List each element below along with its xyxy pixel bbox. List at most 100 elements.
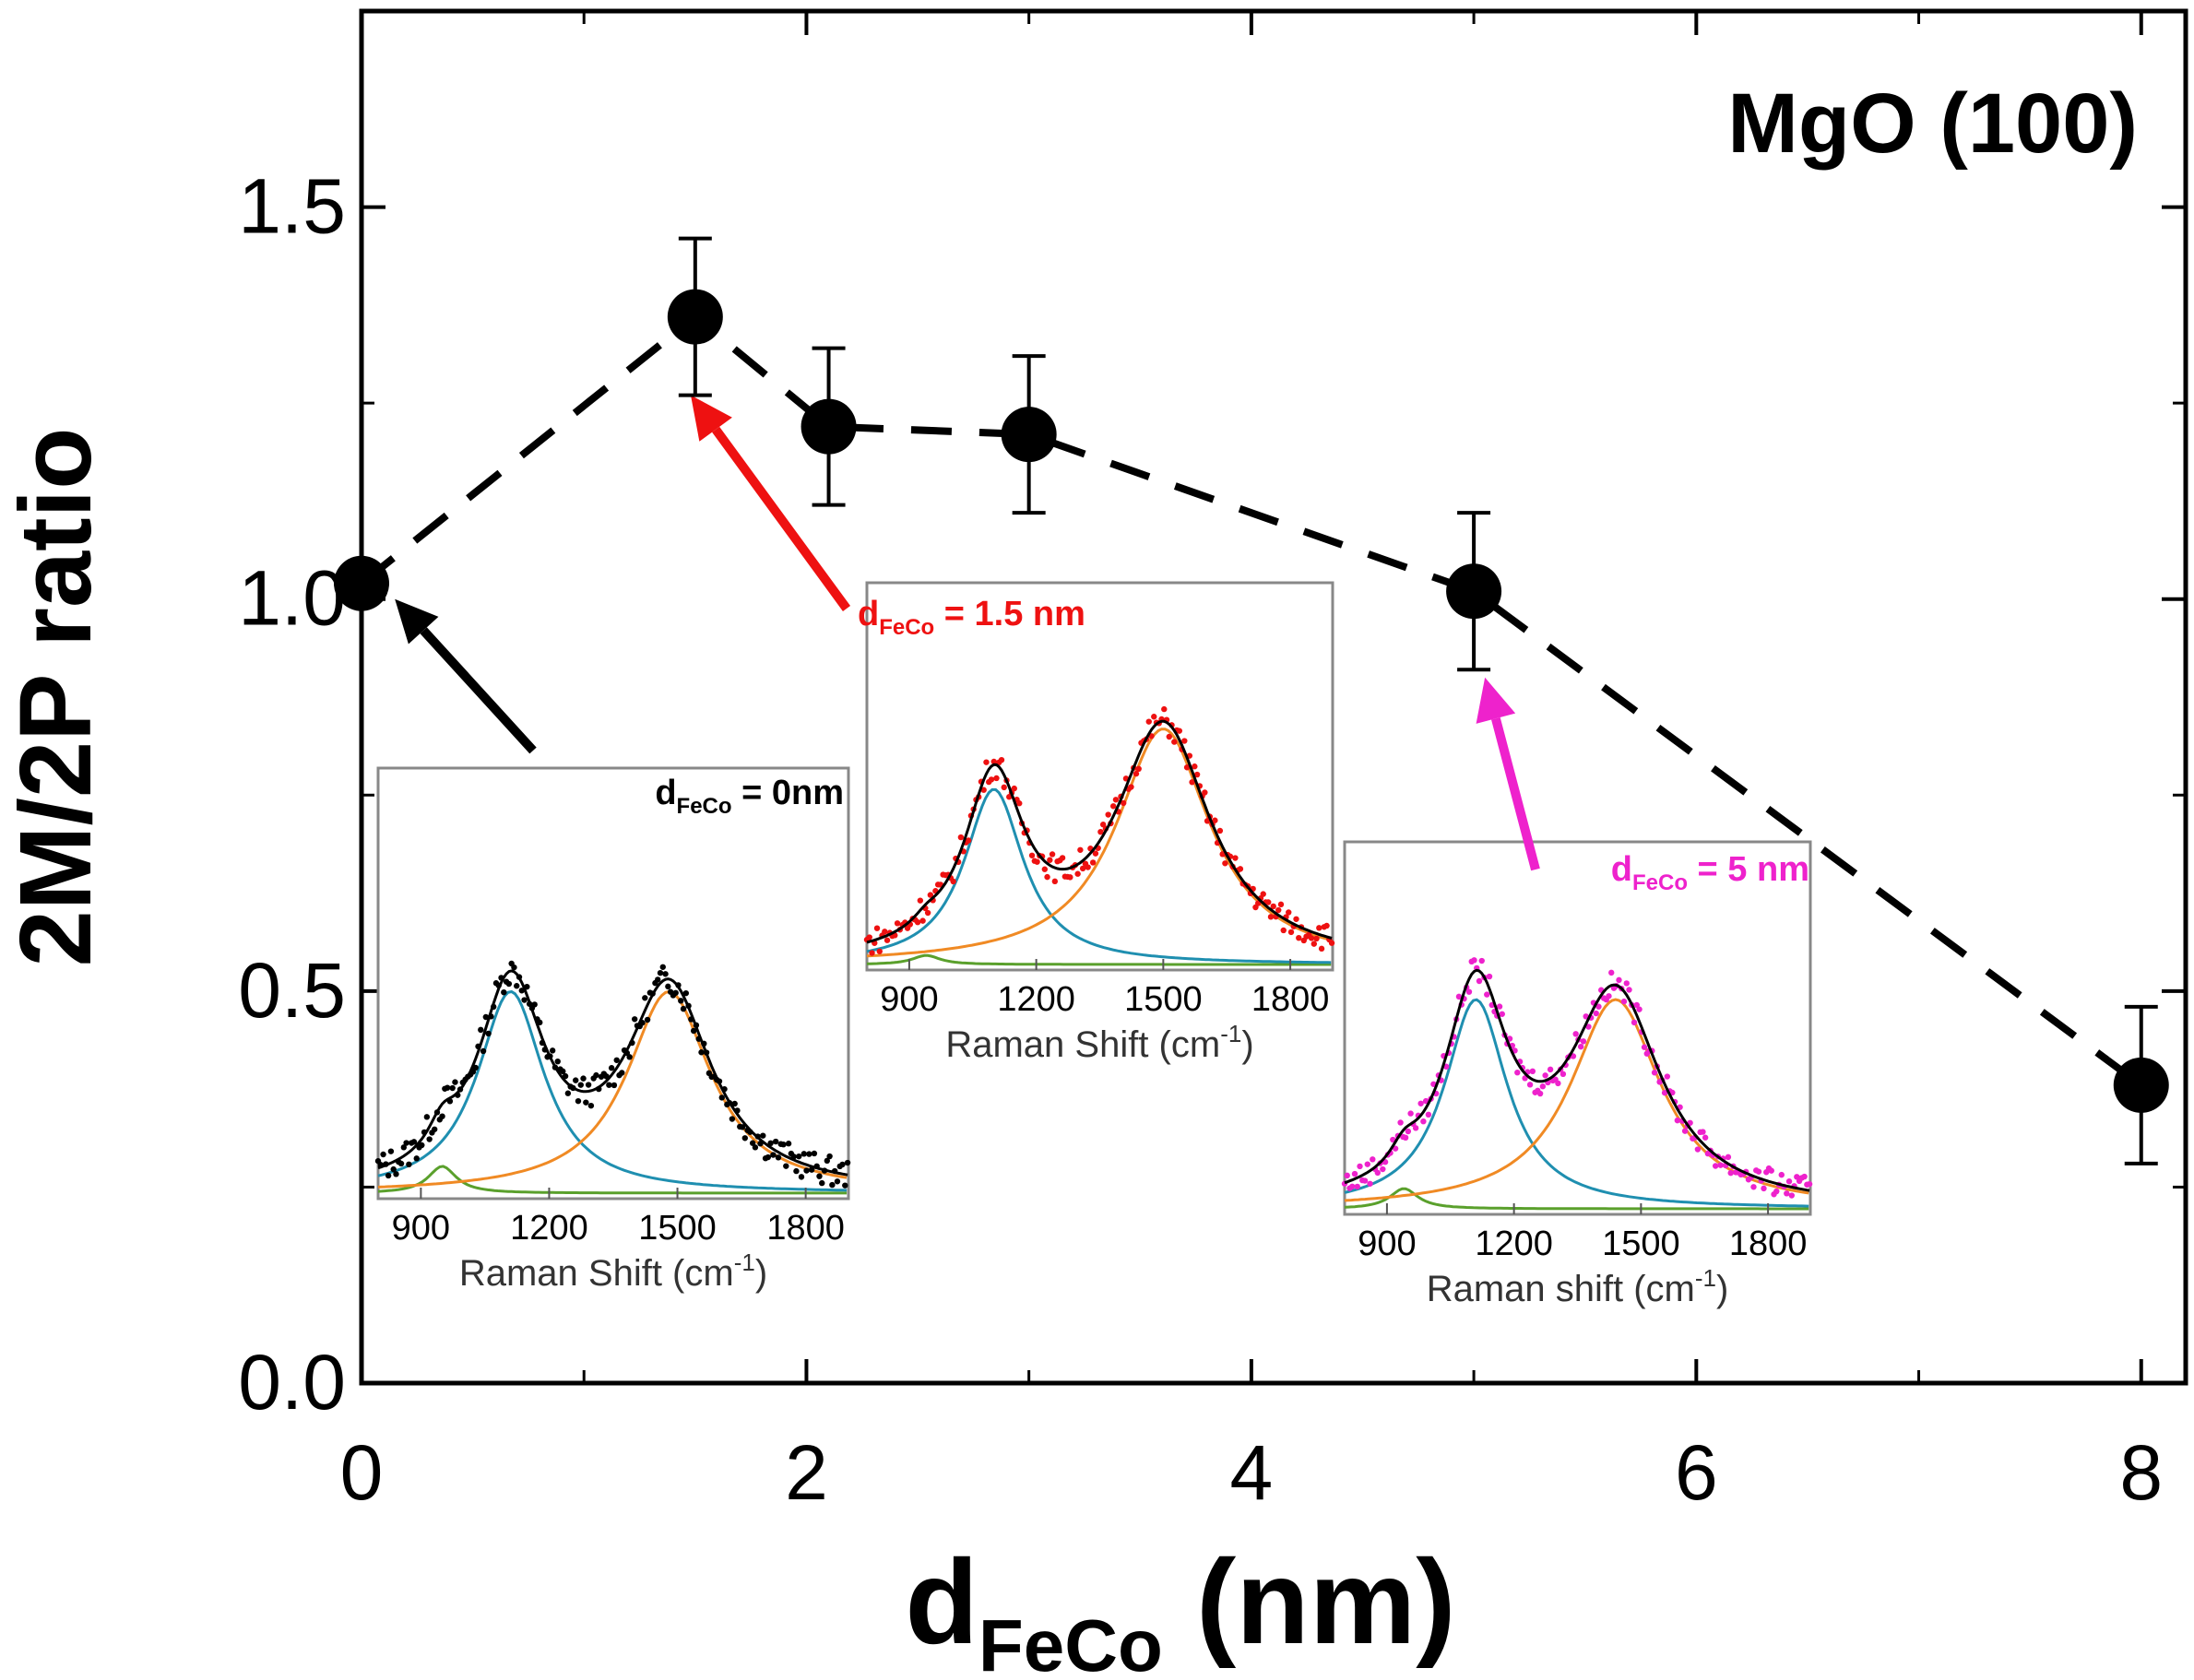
inset-data-point xyxy=(626,1054,633,1060)
inset-data-point xyxy=(1232,855,1239,861)
inset-data-point xyxy=(1636,1006,1643,1012)
inset-data-point xyxy=(678,998,684,1004)
inset-data-point xyxy=(573,1077,579,1083)
inset-data-point xyxy=(1112,797,1120,803)
inset-data-point xyxy=(842,1182,848,1189)
inset-data-point xyxy=(1712,1163,1719,1169)
inset-data-point xyxy=(385,1172,392,1179)
inset-data-point xyxy=(1089,859,1097,866)
inset-data-point xyxy=(1402,1134,1409,1142)
inset-data-point xyxy=(426,1136,433,1142)
inset-data-point xyxy=(1486,973,1493,980)
inset-data-point xyxy=(927,892,934,898)
inset-data-point xyxy=(1651,1070,1658,1076)
inset-data-point xyxy=(1016,800,1023,807)
inset-data-point xyxy=(1277,901,1285,908)
inset-data-point xyxy=(1606,993,1612,1000)
inset-data-point xyxy=(1051,878,1059,885)
inset-data-point xyxy=(1212,817,1218,823)
inset-data-point xyxy=(560,1068,566,1075)
inset-data-point xyxy=(485,1030,492,1037)
inset-data-point xyxy=(1041,866,1049,872)
inset-data-point xyxy=(1585,1023,1592,1030)
inset-data-point xyxy=(439,1113,445,1119)
inset-data-point xyxy=(1128,784,1134,790)
inset-data-point xyxy=(642,995,648,1001)
inset-data-point xyxy=(1380,1165,1386,1173)
inset-data-point xyxy=(403,1140,409,1146)
inset-data-point xyxy=(980,787,987,793)
inset-label: dFeCo = 0nm xyxy=(655,774,844,819)
inset-data-point xyxy=(413,1155,420,1162)
inset-data-point xyxy=(397,1160,405,1167)
inset-arrow-shaft xyxy=(712,426,851,611)
inset-data-point xyxy=(957,834,965,841)
inset-data-point xyxy=(511,964,517,971)
inset-data-point xyxy=(752,1144,759,1151)
inset-x-tick-label: 1200 xyxy=(997,980,1075,1019)
inset-frame xyxy=(376,766,850,1201)
inset-data-point xyxy=(1455,993,1463,1000)
inset-data-point xyxy=(1577,1043,1584,1050)
inset-data-point xyxy=(410,1139,418,1145)
inset-data-point xyxy=(1608,969,1615,976)
inset-data-point xyxy=(1275,906,1282,914)
inset-data-point xyxy=(729,1116,736,1122)
y-axis-label: 2M/2P ratio xyxy=(0,428,113,967)
inset-data-point xyxy=(1044,873,1050,881)
inset-data-point xyxy=(698,1049,705,1056)
inset-data-point xyxy=(505,980,513,988)
inset-x-tick-label: 900 xyxy=(880,980,938,1019)
inset-peak-fit xyxy=(866,787,1332,964)
inset-data-point xyxy=(482,1013,490,1021)
inset-data-point xyxy=(1405,1128,1412,1135)
inset-data-point xyxy=(1176,728,1183,734)
inset-data-point xyxy=(1310,941,1318,947)
inset-data-point xyxy=(393,1171,399,1177)
inset-data-point xyxy=(423,1114,431,1120)
x-tick-label: 4 xyxy=(1230,1429,1274,1516)
inset-data-point xyxy=(1542,1072,1548,1079)
inset-total-fit xyxy=(1344,968,1810,1192)
inset-x-tick-label: 1800 xyxy=(1729,1225,1808,1263)
x-tick-label: 8 xyxy=(2119,1429,2163,1516)
y-tick-label: 1.5 xyxy=(238,163,346,250)
inset-data-point xyxy=(798,1174,805,1180)
inset-data-point xyxy=(965,837,972,844)
inset-data-point xyxy=(718,1094,725,1101)
inset-data-point xyxy=(501,988,507,996)
inset-x-tick-label: 1500 xyxy=(1602,1225,1680,1263)
x-tick-label: 2 xyxy=(785,1429,828,1516)
inset-data-point xyxy=(1166,733,1172,740)
plot-frame xyxy=(359,8,2188,1386)
inset-data-point xyxy=(1750,1184,1757,1190)
inset-data-point xyxy=(919,917,926,924)
inset-data-point xyxy=(1204,818,1211,824)
inset-data-point xyxy=(611,1082,618,1089)
inset-data-point xyxy=(1623,980,1630,987)
inset-data-point xyxy=(1631,1019,1638,1026)
inset-data-point xyxy=(1361,1177,1369,1184)
inset-data-point xyxy=(826,1153,833,1160)
inset-x-tick-label: 900 xyxy=(392,1209,450,1248)
inset-data-point xyxy=(1784,1190,1790,1197)
inset-data-point xyxy=(1641,1044,1648,1050)
inset-peak-fit xyxy=(866,953,1332,966)
inset-x-tick-label: 1800 xyxy=(766,1209,845,1248)
inset-data-point xyxy=(741,1135,748,1142)
inset-data-point xyxy=(1121,799,1127,807)
inset-data-point xyxy=(1135,765,1142,773)
inset-data-point xyxy=(998,756,1005,763)
inset-data-point xyxy=(760,1132,766,1139)
inset-data-point xyxy=(665,983,671,990)
inset-data-point xyxy=(449,1084,456,1092)
inset-data-point xyxy=(1681,1128,1689,1134)
inset-arrow-shaft xyxy=(420,627,537,754)
inset-data-point xyxy=(770,1152,777,1158)
inset-data-point xyxy=(1761,1185,1767,1192)
inset-data-point xyxy=(575,1097,582,1105)
inset-data-point xyxy=(1555,1080,1561,1087)
inset-data-point xyxy=(1270,903,1276,910)
inset-data-point xyxy=(1595,1003,1602,1010)
